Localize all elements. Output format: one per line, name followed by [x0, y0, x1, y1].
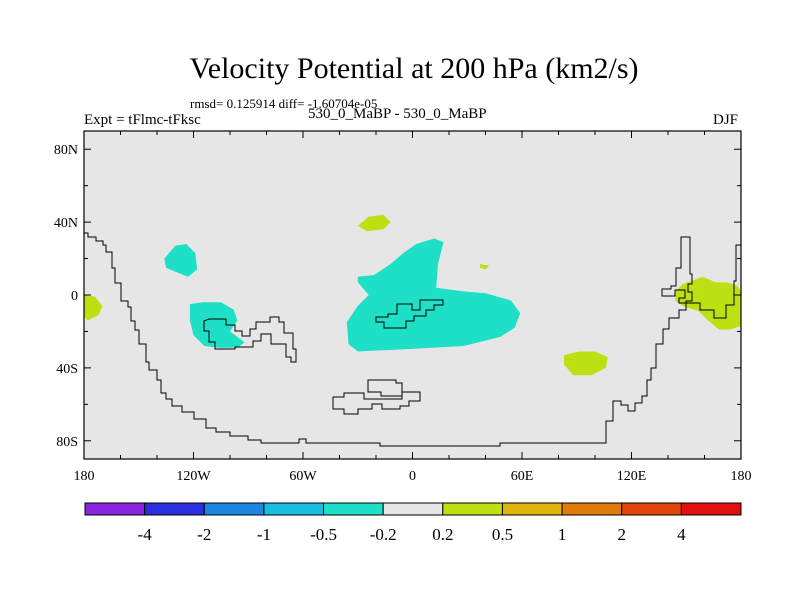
x-tick-label: 180 — [731, 469, 752, 484]
chart-title: Velocity Potential at 200 hPa (km2/s) — [189, 52, 639, 85]
x-tick-label: 60E — [511, 469, 534, 484]
colorbar-swatch — [680, 502, 742, 516]
colorbar-label: -4 — [138, 525, 153, 544]
x-tick-label: 60W — [289, 469, 317, 484]
colorbar-swatch — [84, 502, 146, 516]
region-neg-central-pacific — [164, 244, 198, 277]
region-neg-africa — [346, 238, 521, 352]
colorbar-swatch — [442, 502, 503, 516]
coastline-americas — [84, 232, 741, 447]
colorbar-label: 4 — [677, 525, 686, 544]
colorbar-label: -1 — [257, 525, 271, 544]
region-pos-west-edge — [84, 295, 103, 321]
colorbar-swatch — [323, 502, 384, 516]
stats-label: rmsd= 0.125914 diff= -1.60704e-05 — [190, 96, 378, 111]
coastline-africa — [375, 299, 444, 329]
region-pos-small-dot — [480, 264, 490, 270]
colorbar-swatch — [501, 502, 563, 516]
colorbar-label: 0.5 — [492, 525, 513, 544]
y-tick-label: 40N — [54, 216, 78, 231]
x-tick-label: 120W — [176, 469, 211, 484]
region-neg-south-america-west — [189, 302, 245, 348]
colorbar-swatch — [263, 502, 325, 516]
y-tick-label: 0 — [71, 289, 78, 304]
colorbar-swatch — [621, 502, 682, 516]
x-tick-label: 180 — [74, 469, 95, 484]
colorbar: -4 -2 -1 -0.5 -0.2 0.2 0.5 1 2 4 — [84, 502, 742, 544]
coastline — [84, 232, 741, 447]
region-pos-west-pacific — [675, 276, 741, 330]
experiment-label: Expt = tFlmc-tFksc — [84, 112, 201, 128]
coastline-south-america — [203, 316, 297, 363]
colorbar-label: 2 — [617, 525, 626, 544]
y-tick-label: 40S — [56, 362, 78, 377]
colorbar-label: 1 — [558, 525, 567, 544]
colorbar-label: -0.5 — [310, 525, 337, 544]
region-pos-indian-ocean — [564, 351, 608, 376]
colorbar-label: -2 — [197, 525, 211, 544]
colorbar-label: 0.2 — [432, 525, 453, 544]
center-label: 530_0_MaBP - 530_0_MaBP — [308, 106, 487, 122]
colorbar-swatch — [203, 502, 265, 516]
region-pos-north-atlantic — [357, 214, 391, 232]
colorbar-swatch — [144, 502, 205, 516]
x-tick-label: 0 — [409, 469, 416, 484]
colorbar-swatch — [382, 502, 444, 516]
x-tick-label: 120E — [617, 469, 647, 484]
colorbar-label: -0.2 — [370, 525, 397, 544]
axes: 180 120W 60W 0 60E 120E 180 80N 40N 0 40S 80S — [54, 131, 752, 484]
y-tick-label: 80S — [56, 435, 78, 450]
coastline-antarctic-lower — [332, 391, 421, 415]
y-tick-label: 80N — [54, 143, 78, 158]
contour-regions — [84, 214, 741, 376]
season-label: DJF — [712, 112, 738, 128]
colorbar-swatch — [561, 502, 623, 516]
